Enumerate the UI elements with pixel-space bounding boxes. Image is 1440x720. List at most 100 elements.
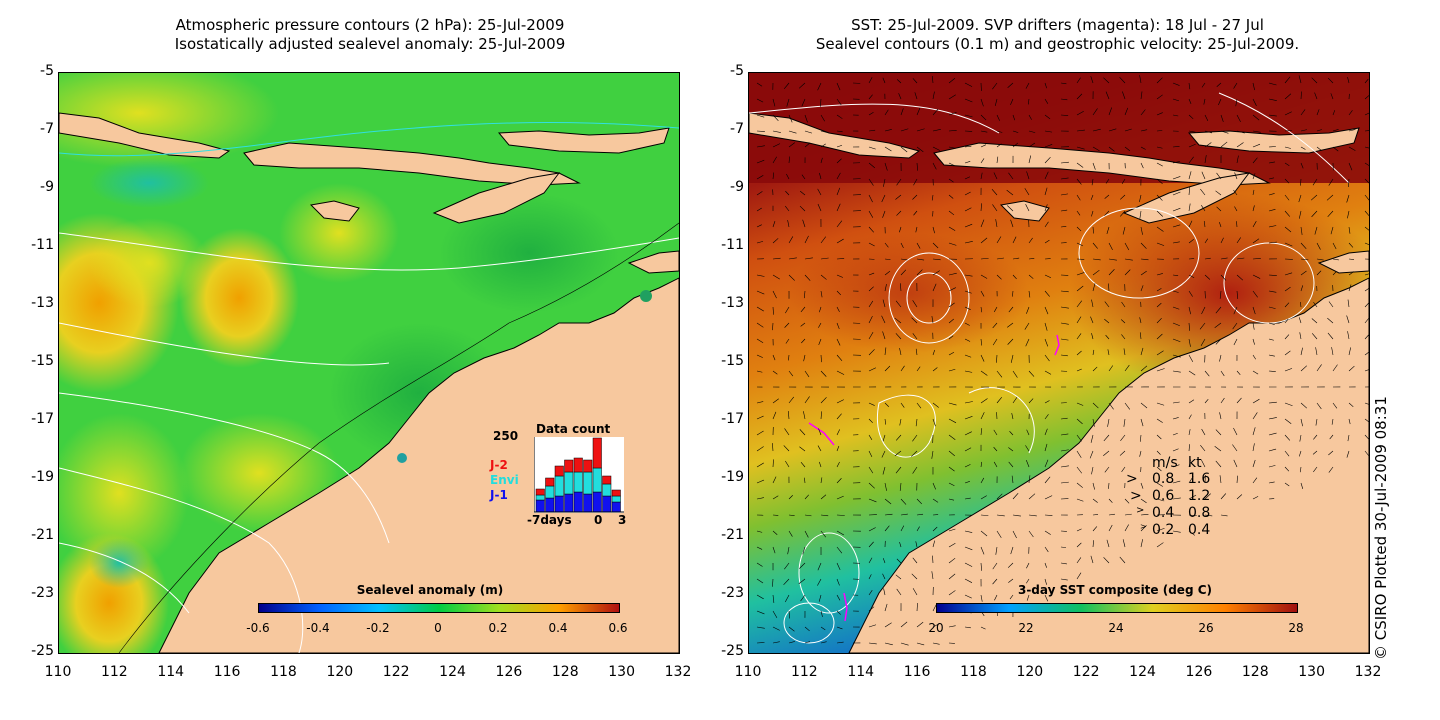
left-x-tick: 114 (157, 664, 185, 680)
velocity-arrow (1092, 242, 1098, 249)
velocity-arrow (1156, 146, 1163, 149)
velocity-arrow (915, 348, 918, 356)
velocity-arrow (817, 445, 822, 452)
velocity-arrow (799, 429, 806, 436)
histogram-bar (554, 465, 564, 477)
velocity-arrow (899, 226, 902, 233)
right-x-tick: 124 (1129, 664, 1156, 680)
velocity-arrow (1219, 222, 1222, 228)
right-x-tick: 114 (847, 664, 875, 680)
velocity-arrow (836, 445, 840, 452)
velocity-arrow (1284, 368, 1293, 372)
velocity-arrow (948, 77, 956, 84)
velocity-arrow (1364, 162, 1369, 166)
right-x-tick: 126 (1185, 664, 1213, 680)
histogram-bar (592, 491, 602, 513)
velocity-arrow (1044, 82, 1047, 89)
velocity-arrow (1092, 402, 1099, 409)
velocity-arrow (1139, 194, 1142, 203)
left-x-tick: 128 (551, 664, 579, 680)
velocity-arrow (1172, 432, 1178, 436)
velocity-arrow (1328, 450, 1334, 456)
velocity-arrow (948, 287, 956, 292)
velocity-arrow (1328, 178, 1334, 186)
velocity-arrow (868, 482, 875, 489)
velocity-arrow (964, 306, 971, 310)
velocity-arrow (1284, 466, 1290, 472)
velocity-arrow (1204, 398, 1209, 404)
velocity-arrow (820, 236, 827, 244)
right-x-tick: 112 (790, 664, 818, 680)
left-y-tick: -5 (40, 63, 54, 79)
velocity-arrow (1216, 172, 1222, 180)
left-x-tick: 118 (270, 664, 297, 680)
velocity-arrow (1104, 194, 1110, 199)
velocity-arrow (1348, 347, 1351, 356)
velocity-arrow (1201, 171, 1206, 180)
velocity-arrow (1012, 514, 1021, 517)
velocity-arrow (1076, 572, 1082, 580)
velocity-arrow (1236, 114, 1241, 123)
velocity-arrow (896, 588, 902, 596)
velocity-arrow (1284, 350, 1291, 356)
velocity-arrow (1300, 347, 1303, 356)
velocity-arrow (1108, 524, 1113, 532)
velocity-arrow (1140, 285, 1144, 292)
velocity-arrow (1299, 332, 1302, 340)
velocity-arrow (1124, 269, 1131, 276)
velocity-arrow (932, 349, 935, 356)
velocity-arrow (1218, 98, 1222, 106)
velocity-arrow (785, 460, 790, 468)
velocity-arrow (1364, 130, 1369, 132)
velocity-arrow (992, 204, 998, 212)
velocity-arrow (1215, 306, 1222, 314)
velocity-row3-kt: 0.8 (1188, 505, 1211, 521)
left-y-tick: -15 (31, 353, 54, 369)
velocity-arrow (1172, 417, 1179, 420)
velocity-arrow (1060, 322, 1069, 325)
velocity-arrow (1268, 432, 1277, 436)
velocity-arrow (993, 461, 998, 468)
velocity-arrow (788, 610, 790, 619)
velocity-arrow (964, 530, 973, 533)
velocity-arrow (1124, 513, 1132, 516)
velocity-arrow (784, 322, 790, 328)
velocity-arrow (836, 641, 844, 644)
velocity-arrow (756, 530, 763, 533)
velocity-arrow (1076, 129, 1085, 132)
velocity-arrow (932, 540, 936, 548)
velocity-arrow (1076, 242, 1084, 247)
velocity-arrow (1313, 434, 1318, 440)
velocity-arrow (1010, 98, 1014, 105)
velocity-arrow (1313, 466, 1318, 473)
velocity-arrow (868, 527, 876, 532)
velocity-arrow (964, 578, 973, 583)
velocity-arrow (900, 365, 905, 372)
velocity-arrow (882, 466, 886, 475)
velocity-arrow (1252, 258, 1261, 260)
velocity-arrow (932, 402, 939, 408)
velocity-arrow (1107, 349, 1110, 356)
inset-title: Data count (536, 422, 611, 436)
velocity-arrow (1012, 370, 1018, 378)
velocity-arrow (1364, 450, 1369, 457)
velocity-arrow (1026, 460, 1030, 468)
velocity-arrow (1268, 193, 1275, 196)
velocity-arrow (1044, 204, 1048, 212)
velocity-arrow (1284, 194, 1290, 201)
velocity-arrow (1364, 402, 1369, 405)
velocity-arrow (1200, 188, 1206, 196)
velocity-arrow (996, 274, 1002, 280)
velocity-arrow (1172, 480, 1181, 484)
velocity-arrow (1316, 146, 1322, 151)
velocity-arrow (1108, 365, 1114, 372)
velocity-arrow (1284, 334, 1290, 340)
velocity-arrow (1140, 482, 1144, 489)
velocity-arrow (1284, 418, 1292, 424)
velocity-arrow (1284, 402, 1293, 407)
velocity-arrow (772, 274, 780, 280)
velocity-arrow (1188, 114, 1194, 120)
velocity-arrow (996, 354, 998, 363)
velocity-arrow (993, 429, 998, 436)
left-x-tick: 120 (326, 664, 354, 680)
